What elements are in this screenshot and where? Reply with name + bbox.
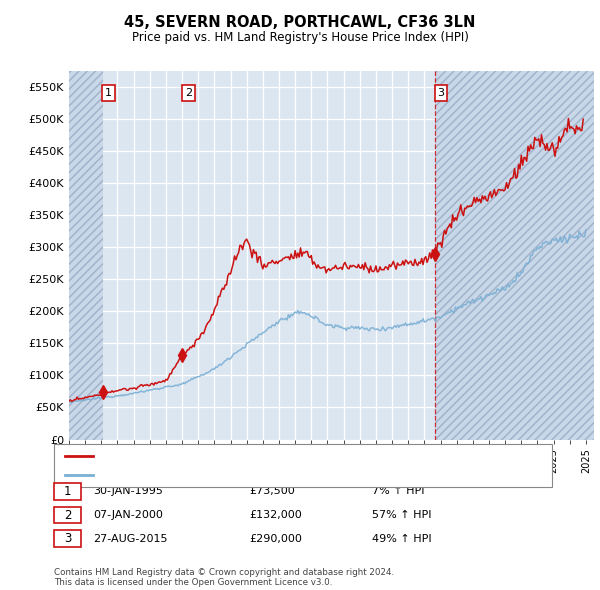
- Bar: [69, 71, 103, 440]
- Text: 3: 3: [64, 532, 71, 545]
- Text: 45, SEVERN ROAD, PORTHCAWL, CF36 3LN: 45, SEVERN ROAD, PORTHCAWL, CF36 3LN: [124, 15, 476, 30]
- Text: 1: 1: [105, 88, 112, 99]
- Text: £73,500: £73,500: [249, 487, 295, 496]
- Text: 30-JAN-1995: 30-JAN-1995: [93, 487, 163, 496]
- Text: £132,000: £132,000: [249, 510, 302, 520]
- Text: 27-AUG-2015: 27-AUG-2015: [93, 534, 167, 543]
- Text: 3: 3: [437, 88, 445, 99]
- Text: HPI: Average price, detached house, Bridgend: HPI: Average price, detached house, Brid…: [97, 470, 337, 480]
- Text: 49% ↑ HPI: 49% ↑ HPI: [372, 534, 431, 543]
- Text: Contains HM Land Registry data © Crown copyright and database right 2024.
This d: Contains HM Land Registry data © Crown c…: [54, 568, 394, 587]
- Text: 1: 1: [64, 485, 71, 498]
- Text: £290,000: £290,000: [249, 534, 302, 543]
- Text: 45, SEVERN ROAD, PORTHCAWL, CF36 3LN (detached house): 45, SEVERN ROAD, PORTHCAWL, CF36 3LN (de…: [97, 451, 415, 461]
- Bar: [435, 71, 594, 440]
- Text: 2: 2: [185, 88, 192, 99]
- Text: 07-JAN-2000: 07-JAN-2000: [93, 510, 163, 520]
- Text: 57% ↑ HPI: 57% ↑ HPI: [372, 510, 431, 520]
- Text: 7% ↑ HPI: 7% ↑ HPI: [372, 487, 425, 496]
- Text: Price paid vs. HM Land Registry's House Price Index (HPI): Price paid vs. HM Land Registry's House …: [131, 31, 469, 44]
- Text: 2: 2: [64, 509, 71, 522]
